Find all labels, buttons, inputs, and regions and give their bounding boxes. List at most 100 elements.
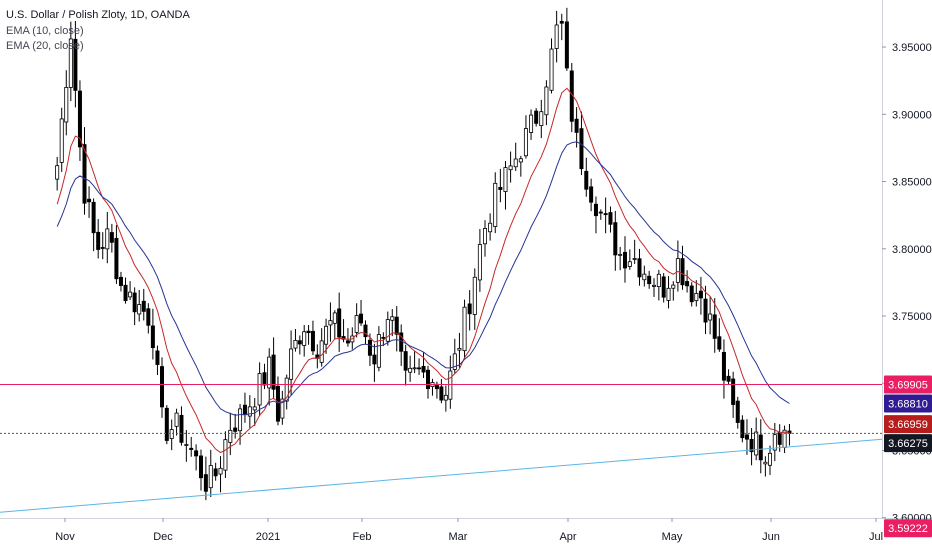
candle (271, 337, 276, 400)
candle-body (105, 228, 110, 250)
candle (194, 444, 199, 471)
candle (302, 325, 307, 357)
ema10-legend[interactable]: EMA (10, close) (6, 24, 84, 37)
candle-body (508, 165, 513, 171)
candle-body (203, 474, 208, 492)
candle-body (744, 434, 749, 440)
price-label-text: 3.59222 (888, 523, 928, 535)
candle-body (503, 167, 508, 192)
ema20-legend[interactable]: EMA (20, close) (6, 40, 84, 52)
candle-body (394, 316, 399, 335)
candle (647, 270, 652, 289)
candle (477, 228, 482, 292)
candle (310, 320, 315, 356)
candle (772, 423, 777, 462)
candle-body (381, 336, 386, 339)
candle (109, 223, 114, 253)
candle-body (559, 20, 564, 24)
candle-body (141, 300, 146, 312)
candle (787, 423, 792, 446)
candle-body (483, 228, 488, 245)
candle (443, 385, 448, 412)
candle (306, 325, 311, 345)
candle-body (763, 461, 768, 465)
candle-body (367, 339, 372, 356)
candle-body (345, 340, 350, 344)
candle-body (213, 468, 218, 477)
candle (198, 449, 203, 491)
candle-body (87, 198, 92, 203)
candle-body (523, 128, 528, 157)
candle (652, 278, 657, 297)
candle-body (518, 158, 523, 163)
candle-body (82, 144, 87, 204)
candle (508, 151, 513, 183)
candle (233, 413, 238, 439)
candle (118, 271, 123, 292)
candle (267, 348, 272, 406)
x-tick-label: Apr (559, 531, 576, 543)
candle-body (579, 128, 584, 170)
candle (656, 269, 661, 301)
candle-body (403, 351, 408, 371)
candle (708, 296, 713, 335)
candle (367, 333, 372, 367)
candle (297, 335, 302, 355)
x-tick-label: Jun (762, 531, 780, 543)
x-tick-label: Nov (55, 531, 75, 543)
candle (754, 417, 759, 461)
candle-body (726, 375, 731, 382)
candle-body (91, 201, 96, 234)
candle-body (421, 365, 426, 373)
candle (544, 80, 549, 126)
candle-body (337, 308, 342, 338)
candle (574, 107, 579, 148)
candle-body (598, 211, 603, 214)
candle-body (59, 118, 64, 163)
candle (721, 339, 726, 399)
candle-body (666, 287, 671, 301)
candle (518, 155, 523, 177)
candle-body (96, 231, 101, 250)
candle (598, 209, 603, 220)
price-label-text: 3.66959 (888, 419, 928, 431)
price-label-text: 3.66275 (888, 438, 928, 450)
candle-body (289, 348, 294, 380)
candle-body (169, 429, 174, 439)
candle-body (297, 340, 302, 345)
candle (661, 273, 666, 303)
candle (554, 10, 559, 63)
candle (315, 344, 320, 369)
candle-body (150, 325, 155, 348)
candle (408, 355, 413, 382)
price-label-bg (884, 434, 932, 453)
candle (685, 270, 690, 293)
candle-body (721, 351, 726, 381)
candle (319, 328, 324, 367)
candle (105, 211, 110, 264)
candle (782, 425, 787, 454)
candle-body (302, 331, 307, 346)
candle-body (539, 111, 544, 126)
candle-body (293, 339, 298, 349)
candle (280, 390, 285, 425)
candle (293, 328, 298, 352)
candle-body (132, 292, 137, 313)
candle (579, 111, 584, 176)
candle-body (735, 400, 740, 423)
symbol-title[interactable]: U.S. Dollar / Polish Zloty, 1D, OANDA (6, 9, 190, 21)
candle-body (777, 432, 782, 445)
candle-body (159, 366, 164, 408)
candle-body (275, 385, 280, 422)
price-label-ema20-value: 3.68810 (884, 394, 932, 413)
candle (399, 324, 404, 366)
price-label-bg (884, 519, 932, 538)
candle (731, 371, 736, 418)
candle-body (417, 367, 422, 370)
candle (712, 298, 717, 353)
candle (694, 280, 699, 307)
candle-body (529, 114, 534, 133)
candle (252, 397, 257, 426)
candle-body (341, 336, 346, 340)
